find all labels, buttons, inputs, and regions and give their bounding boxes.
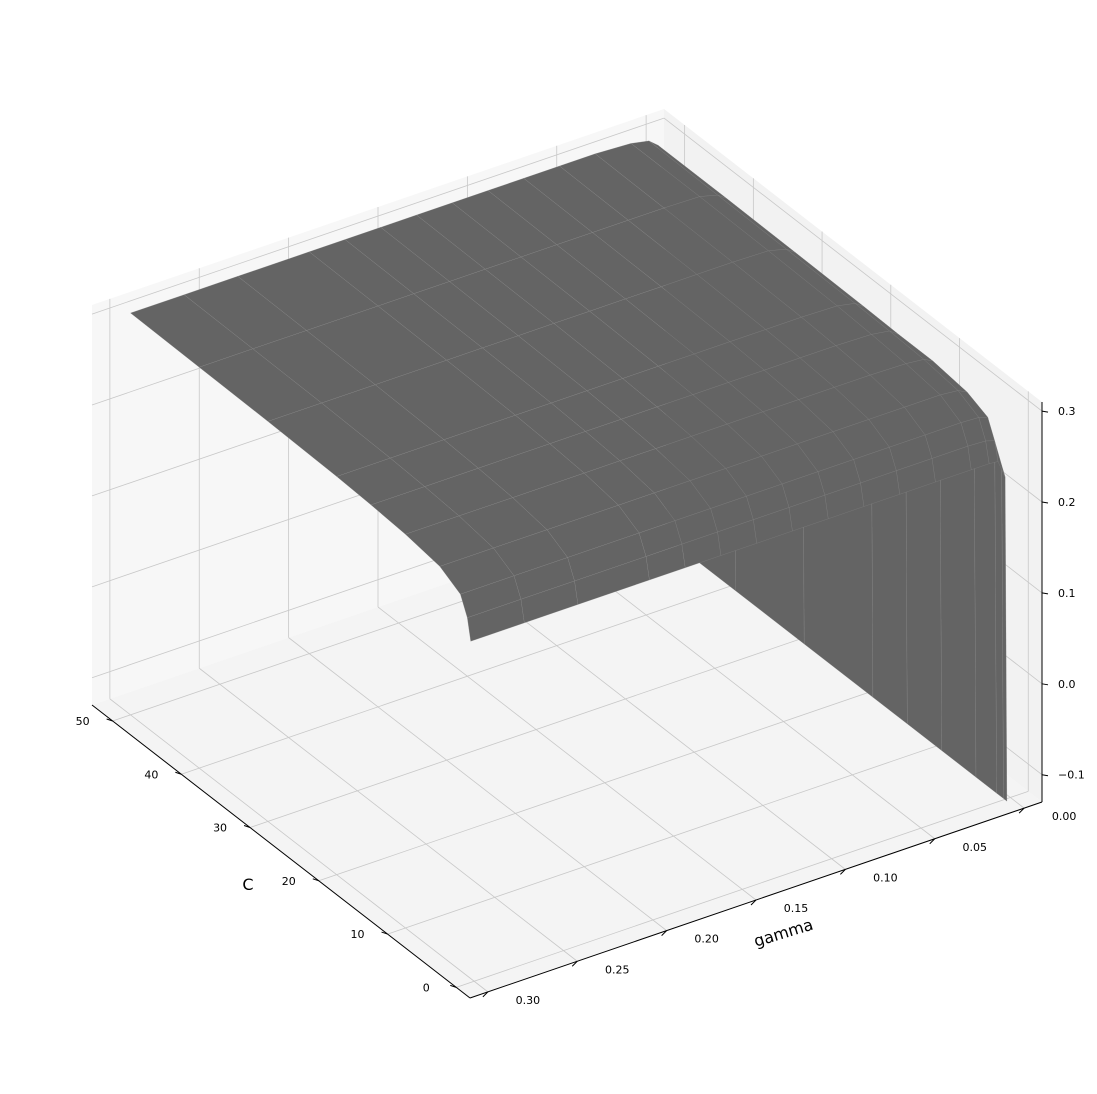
z-tick (1041, 410, 1049, 413)
grid-line-floor-gamma (467, 576, 846, 870)
gamma-tick-label: 0.25 (605, 963, 630, 976)
grid-line-floor-c (249, 631, 823, 828)
z-tick (1041, 683, 1049, 686)
gamma-tick-label: 0.30 (516, 994, 541, 1007)
gamma-tick-label: 0.20 (694, 933, 719, 946)
c-tick-label: 0 (423, 981, 430, 994)
surface-facet (973, 434, 997, 794)
gamma-tick (482, 991, 489, 998)
gamma-tick-label: 0.00 (1052, 810, 1077, 823)
c-tick-label: 40 (144, 768, 158, 781)
c-tick (381, 931, 388, 935)
c-tick (312, 878, 319, 882)
c-tick-label: 30 (213, 822, 227, 835)
gamma-tick-label: 0.10 (873, 871, 898, 884)
gamma-axis-label: gamma (751, 915, 815, 951)
grid-line-floor-gamma (288, 637, 667, 931)
z-tick-label: 0.3 (1058, 405, 1076, 418)
grid-line-floor-c (456, 790, 1029, 988)
grid-line-wall-z (91, 117, 665, 315)
tick-labels: 0.00 0.05 0.10 0.15 0.20 0.25 0.30 0 10 20 30 40 50 −… (76, 405, 1085, 1007)
c-tick-label: 50 (76, 715, 90, 728)
c-axis-label: C (242, 875, 253, 894)
z-tick-label: −0.1 (1058, 769, 1085, 782)
grid-line-floor-gamma (199, 667, 578, 962)
grid-line-floor-c (318, 684, 891, 882)
z-tick (1041, 774, 1049, 777)
gamma-tick (571, 960, 578, 967)
gamma-tick (840, 869, 846, 875)
gamma-tick (929, 838, 936, 845)
z-tick-label: 0.0 (1058, 678, 1076, 691)
gamma-tick (750, 899, 757, 906)
c-tick-label: 20 (282, 875, 296, 888)
grid-line-floor-c (387, 737, 960, 935)
grid-line-wall-z2 (663, 117, 1043, 412)
gamma-tick-label: 0.15 (784, 902, 809, 915)
gamma-tick (1018, 807, 1025, 814)
c-tick (450, 984, 457, 988)
c-tick (175, 771, 182, 775)
surface-mesh (130, 140, 1008, 802)
gamma-tick-label: 0.05 (963, 841, 988, 854)
c-tick-label: 10 (351, 928, 365, 941)
c-tick (243, 825, 251, 829)
z-tick (1041, 592, 1049, 595)
grid-line-floor-c (181, 577, 754, 775)
c-tick (106, 718, 113, 722)
surface-facet (467, 599, 525, 642)
z-tick-label: 0.2 (1058, 496, 1076, 509)
c-axis-line (91, 704, 471, 999)
gamma-tick (661, 930, 667, 936)
z-tick-label: 0.1 (1058, 587, 1076, 600)
grid-line-floor-gamma (556, 545, 935, 840)
z-tick (1041, 501, 1049, 504)
grid-line-floor-gamma (377, 606, 757, 901)
grid-line-floor-gamma (109, 698, 489, 993)
